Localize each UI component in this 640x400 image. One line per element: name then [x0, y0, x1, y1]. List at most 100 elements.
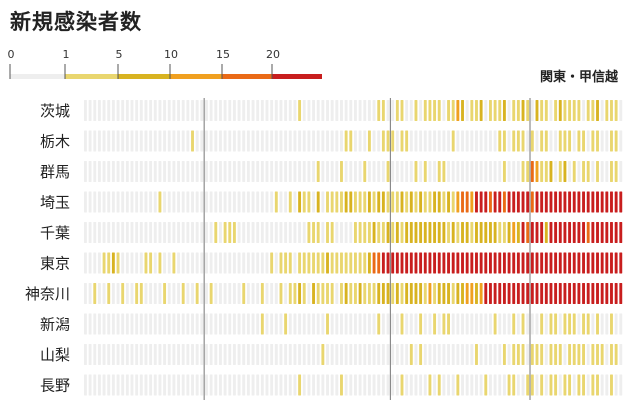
heat-cell: [363, 191, 367, 213]
heat-cell: [340, 130, 343, 152]
heat-cell: [591, 130, 595, 152]
heat-cell: [554, 222, 558, 243]
heat-cell: [563, 100, 567, 121]
heat-cell: [437, 252, 441, 274]
heat-cell: [535, 374, 539, 396]
heat-cell: [228, 222, 232, 243]
heat-cell: [423, 130, 427, 152]
heat-cell: [549, 100, 553, 121]
heat-cell: [437, 222, 441, 243]
heat-cell: [400, 313, 404, 335]
heat-cell: [596, 313, 599, 335]
heat-cell: [395, 191, 399, 213]
heat-cell: [200, 161, 204, 182]
heat-cell: [544, 313, 548, 335]
heat-cell: [232, 344, 236, 365]
heat-cell: [288, 191, 292, 213]
heat-cell: [256, 313, 260, 335]
heat-cell: [288, 222, 292, 243]
heat-cell: [330, 283, 334, 304]
heat-cell: [214, 313, 218, 335]
heat-cell: [549, 252, 553, 274]
heat-cell: [158, 191, 162, 213]
heat-cell: [97, 252, 101, 274]
heat-cell: [614, 313, 618, 335]
heat-cell: [535, 100, 539, 121]
heat-cell: [502, 344, 506, 365]
heat-cell: [312, 191, 315, 213]
heat-cell: [195, 252, 199, 274]
heat-cell: [535, 283, 539, 304]
heat-cell: [391, 191, 395, 213]
heat-cell: [242, 100, 246, 121]
heat-cell: [568, 374, 572, 396]
heat-cell: [302, 161, 306, 182]
heat-cell: [135, 283, 139, 304]
heat-cell: [288, 252, 292, 274]
heat-cell: [302, 252, 306, 274]
heat-cell: [498, 344, 502, 365]
heat-cell: [279, 130, 283, 152]
heat-cell: [582, 344, 585, 365]
row-label-5: 東京: [40, 255, 70, 273]
heat-cell: [312, 130, 315, 152]
heat-cell: [521, 313, 525, 335]
heat-cell: [568, 222, 572, 243]
heat-cell: [512, 161, 516, 182]
heat-cell: [84, 130, 87, 152]
heat-cell: [335, 344, 339, 365]
heat-cell: [107, 252, 111, 274]
heat-cell: [512, 344, 516, 365]
heat-cell: [572, 252, 576, 274]
heat-cell: [456, 374, 460, 396]
heat-cell: [344, 283, 348, 304]
heat-cell: [395, 222, 399, 243]
heat-cell: [395, 100, 399, 121]
heat-cell: [265, 161, 269, 182]
heat-cell: [232, 161, 236, 182]
heat-cell: [153, 100, 157, 121]
heat-cell: [447, 283, 450, 304]
heat-cell: [577, 283, 581, 304]
heat-cell: [84, 161, 87, 182]
heat-cell: [586, 130, 590, 152]
heat-cell: [330, 130, 334, 152]
heat-cell: [540, 283, 544, 304]
heat-cell: [521, 130, 525, 152]
heat-cell: [605, 344, 609, 365]
heat-cell: [223, 191, 227, 213]
heat-cell: [447, 252, 450, 274]
heat-cell: [153, 222, 157, 243]
heat-cell: [582, 191, 585, 213]
heat-cell: [321, 344, 325, 365]
heat-cell: [316, 313, 320, 335]
row-label-2: 群馬: [40, 163, 70, 181]
heat-cell: [577, 313, 581, 335]
heat-cell: [354, 313, 357, 335]
heat-cell: [475, 374, 478, 396]
heat-cell: [181, 374, 185, 396]
heat-cell: [246, 344, 250, 365]
heat-cell: [484, 344, 488, 365]
heat-cell: [274, 191, 278, 213]
heat-cell: [512, 252, 516, 274]
heat-cell: [195, 161, 199, 182]
heat-cell: [270, 252, 274, 274]
heat-cell: [326, 191, 329, 213]
legend-swatch: [272, 74, 322, 79]
heat-cell: [423, 344, 427, 365]
heat-cell: [265, 283, 269, 304]
heat-cell: [544, 161, 548, 182]
heat-cell: [381, 100, 385, 121]
heat-cell: [479, 191, 483, 213]
heat-cell: [293, 313, 297, 335]
heat-cell: [442, 374, 446, 396]
heat-cell: [526, 222, 530, 243]
heat-cell: [246, 100, 250, 121]
heat-cell: [200, 252, 204, 274]
heat-cell: [405, 344, 409, 365]
heat-cell: [335, 374, 339, 396]
heat-cell: [256, 222, 260, 243]
legend-tick-label: 1: [63, 48, 70, 61]
heat-cell: [619, 313, 623, 335]
